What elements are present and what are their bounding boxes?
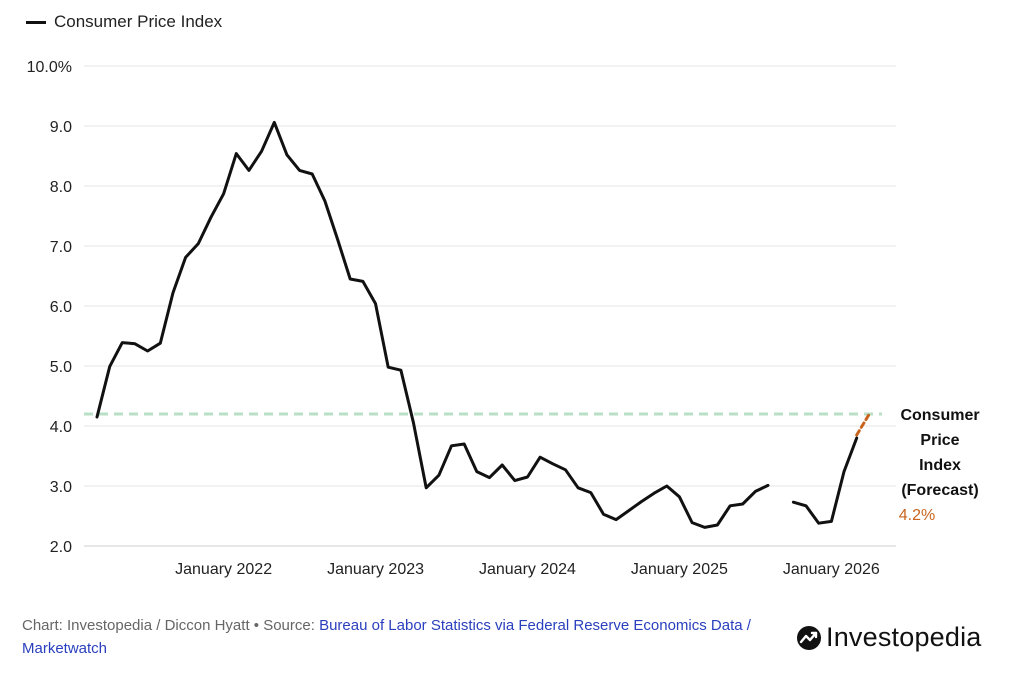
investopedia-mark-icon (797, 625, 821, 650)
annotation-value: 4.2% (899, 507, 935, 524)
series-line (791, 436, 859, 525)
annotation-label: Consumer (900, 407, 979, 424)
footer-separator: • (249, 617, 264, 634)
y-tick-label: 8.0 (50, 179, 72, 196)
chart-credit: Chart: Investopedia / Diccon Hyatt (22, 617, 250, 634)
y-axis-ticks: 10.0% 9.0 8.0 7.0 6.0 5.0 4.0 3.0 2.0 (27, 59, 72, 556)
y-tick-label: 3.0 (50, 479, 72, 496)
y-tick-label: 5.0 (50, 359, 72, 376)
series-layer (95, 120, 871, 529)
gridlines (84, 65, 896, 547)
annotation-label: Index (919, 457, 961, 474)
source-prefix: Source: (263, 617, 320, 634)
brand-name: Investopedia (826, 622, 982, 652)
source-link[interactable]: Bureau of Labor Statistics via Federal R… (22, 617, 751, 657)
x-axis-ticks: January 2022 January 2023 January 2024 Janu… (175, 561, 880, 578)
series-line (95, 120, 770, 529)
y-tick-label: 4.0 (50, 419, 72, 436)
legend-label: Consumer Price Index (54, 12, 223, 31)
x-tick-label: January 2023 (327, 561, 424, 578)
y-tick-label: 6.0 (50, 299, 72, 316)
y-tick-label: 9.0 (50, 119, 72, 136)
chart-footer: Chart: Investopedia / Diccon Hyatt • Sou… (22, 614, 782, 660)
x-tick-label: January 2024 (479, 561, 576, 578)
x-tick-label: January 2025 (631, 561, 728, 578)
legend-swatch (26, 20, 46, 24)
forecast-line (855, 412, 871, 437)
chart-legend: Consumer Price Index (26, 12, 222, 32)
y-tick-label: 7.0 (50, 239, 72, 256)
investopedia-logo: Investopedia (796, 622, 982, 653)
x-tick-label: January 2026 (783, 561, 880, 578)
x-tick-label: January 2022 (175, 561, 272, 578)
y-tick-label: 10.0% (27, 59, 72, 76)
annotation-label: Price (920, 432, 959, 449)
annotation-label: (Forecast) (901, 482, 978, 499)
y-tick-label: 2.0 (50, 539, 72, 556)
forecast-annotation: Consumer Price Index (Forecast) 4.2% (899, 407, 980, 524)
